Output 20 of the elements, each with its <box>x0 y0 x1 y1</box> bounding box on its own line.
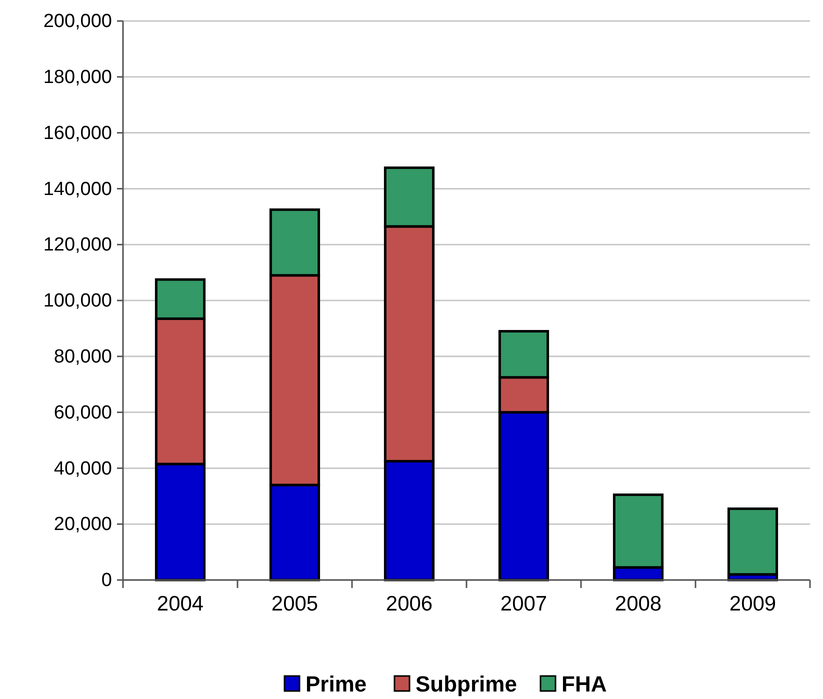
legend-label: Subprime <box>416 672 517 697</box>
x-tick-label: 2007 <box>500 592 548 616</box>
legend-label: Prime <box>306 672 367 697</box>
x-tick-label: 2006 <box>386 592 433 616</box>
y-tick-label: 100,000 <box>43 290 112 312</box>
y-tick-label: 140,000 <box>43 178 112 200</box>
x-tick-label: 2005 <box>271 592 318 616</box>
y-tick-label: 60,000 <box>54 402 112 424</box>
y-tick-label: 20,000 <box>54 514 112 536</box>
x-tick-label: 2008 <box>614 592 662 616</box>
x-tick-label: 2009 <box>729 592 776 616</box>
y-tick-label: 0 <box>101 570 112 592</box>
y-tick-label: 200,000 <box>43 11 112 32</box>
y-tick-label: 80,000 <box>54 346 112 368</box>
legend-label: FHA <box>562 672 607 697</box>
x-tick-label: 2004 <box>156 592 204 616</box>
y-tick-label: 180,000 <box>43 66 112 88</box>
y-tick-label: 120,000 <box>43 234 112 256</box>
y-tick-label: 160,000 <box>43 122 112 144</box>
y-tick-label: 40,000 <box>54 458 112 480</box>
